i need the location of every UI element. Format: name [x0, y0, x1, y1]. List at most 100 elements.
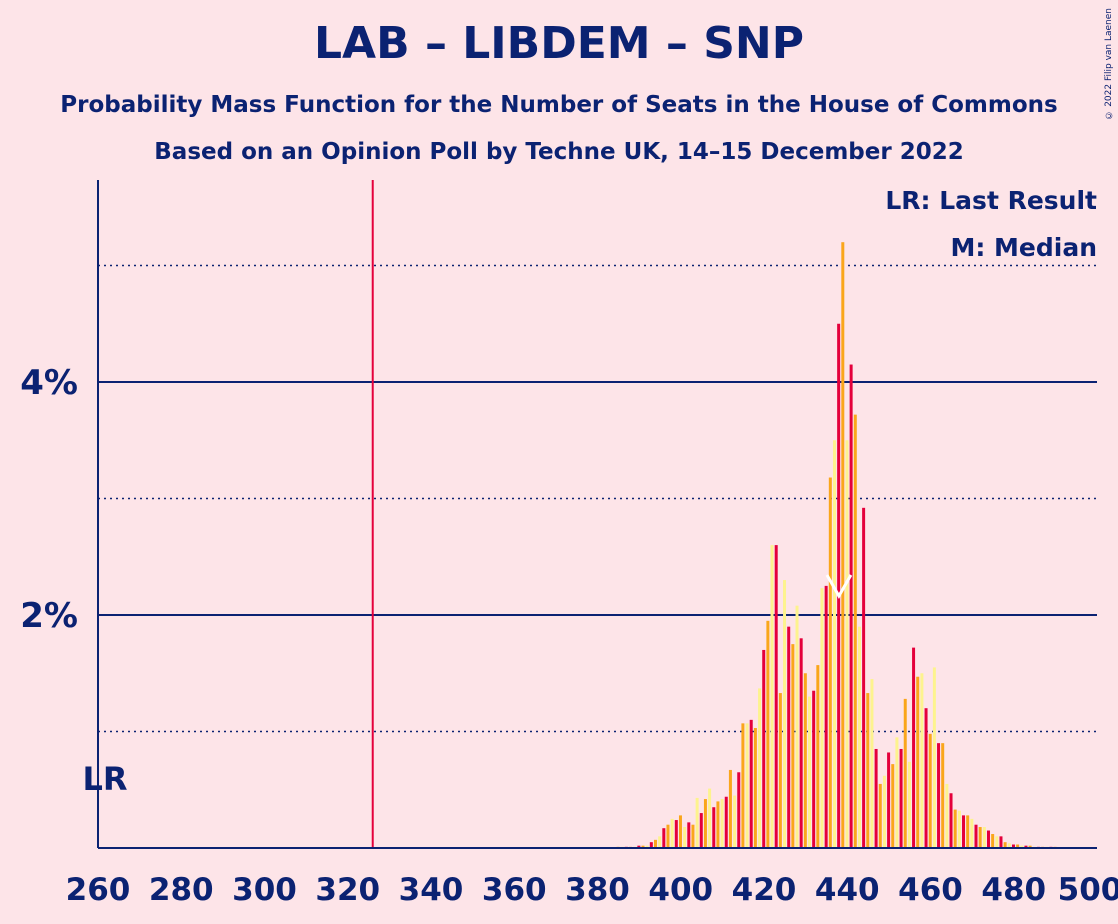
- bar: [674, 820, 678, 848]
- x-tick-label: 360: [482, 872, 547, 908]
- bar: [862, 507, 866, 848]
- bar: [778, 693, 782, 848]
- bar: [649, 842, 653, 848]
- bar: [1016, 844, 1020, 848]
- bar: [808, 696, 812, 848]
- x-tick-label: 320: [315, 872, 380, 908]
- median-marker: [825, 574, 853, 600]
- bar: [724, 796, 728, 848]
- bar: [895, 737, 899, 848]
- markers: LR: [82, 180, 853, 848]
- bar: [932, 667, 936, 848]
- bar: [832, 440, 836, 848]
- bar: [949, 793, 953, 848]
- bar: [882, 775, 886, 848]
- bar: [874, 748, 878, 848]
- bar: [978, 827, 982, 848]
- bar: [637, 845, 641, 848]
- bar: [899, 748, 903, 848]
- last-result-marker: LR: [82, 760, 127, 798]
- bar: [966, 815, 970, 848]
- bar: [853, 414, 857, 848]
- grid-lines: [98, 264, 1097, 733]
- legend-entry: LR: Last Result: [885, 186, 1097, 215]
- bar-series: [616, 242, 1057, 848]
- bar: [837, 323, 841, 848]
- chart-title: LAB – LIBDEM – SNP: [314, 18, 804, 69]
- x-tick-label: 280: [149, 872, 214, 908]
- bar: [1003, 842, 1007, 848]
- legend-entry: M: Median: [950, 233, 1097, 262]
- bar: [1020, 845, 1024, 848]
- x-tick-label: 460: [898, 872, 963, 908]
- bar: [816, 665, 820, 848]
- bar: [762, 649, 766, 848]
- bar: [970, 818, 974, 848]
- bar: [941, 743, 945, 848]
- bar: [849, 364, 853, 848]
- bar: [974, 824, 978, 848]
- bar: [783, 580, 787, 848]
- bar: [691, 824, 695, 848]
- x-tick-label: 340: [399, 872, 464, 908]
- bar: [841, 242, 845, 848]
- bar: [803, 673, 807, 848]
- bar: [870, 679, 874, 848]
- bar: [982, 827, 986, 848]
- bar: [1011, 844, 1015, 848]
- bar: [920, 673, 924, 848]
- bar: [708, 788, 712, 848]
- bar: [924, 708, 928, 848]
- x-tick-label: 300: [232, 872, 297, 908]
- bar: [986, 830, 990, 848]
- bar: [1028, 845, 1032, 848]
- bar: [937, 743, 941, 848]
- bar: [791, 644, 795, 848]
- y-tick-label: 4%: [20, 363, 78, 403]
- bar: [916, 676, 920, 848]
- axes: [97, 180, 1097, 849]
- bar: [641, 845, 645, 848]
- bar: [845, 440, 849, 848]
- x-tick-label: 260: [66, 872, 131, 908]
- x-tick-label: 420: [732, 872, 797, 908]
- legend: LR: Last Result M: Median: [885, 186, 1097, 262]
- bar: [741, 723, 745, 848]
- bar: [945, 783, 949, 848]
- bar: [666, 824, 670, 848]
- bar: [658, 836, 662, 848]
- bar: [962, 815, 966, 848]
- x-tick-label: 440: [815, 872, 880, 908]
- bar: [812, 690, 816, 848]
- bar: [1007, 843, 1011, 848]
- bar: [733, 795, 737, 848]
- bar: [753, 728, 757, 848]
- bar: [912, 647, 916, 848]
- bar: [866, 693, 870, 848]
- bar: [928, 733, 932, 848]
- bar: [828, 477, 832, 848]
- bar: [903, 698, 907, 848]
- x-tick-label: 400: [648, 872, 713, 908]
- bar: [758, 688, 762, 848]
- bar: [770, 545, 774, 848]
- x-tick-label: 380: [565, 872, 630, 908]
- bar: [716, 801, 720, 848]
- bar: [878, 783, 882, 848]
- bar: [728, 769, 732, 848]
- y-tick-label: 2%: [20, 596, 78, 636]
- bar: [957, 810, 961, 848]
- bar: [749, 719, 753, 848]
- tick-labels: 2% 4% 260 280 300 320 340 360 380 400 420 440 460 480…: [20, 363, 1118, 908]
- bar: [670, 818, 674, 848]
- bar: [712, 807, 716, 848]
- bar: [662, 828, 666, 848]
- bar: [687, 822, 691, 848]
- bar: [891, 764, 895, 848]
- bar: [991, 834, 995, 848]
- bar: [695, 797, 699, 848]
- bar: [953, 809, 957, 848]
- bar: [774, 545, 778, 848]
- x-tick-label: 500: [1058, 872, 1118, 908]
